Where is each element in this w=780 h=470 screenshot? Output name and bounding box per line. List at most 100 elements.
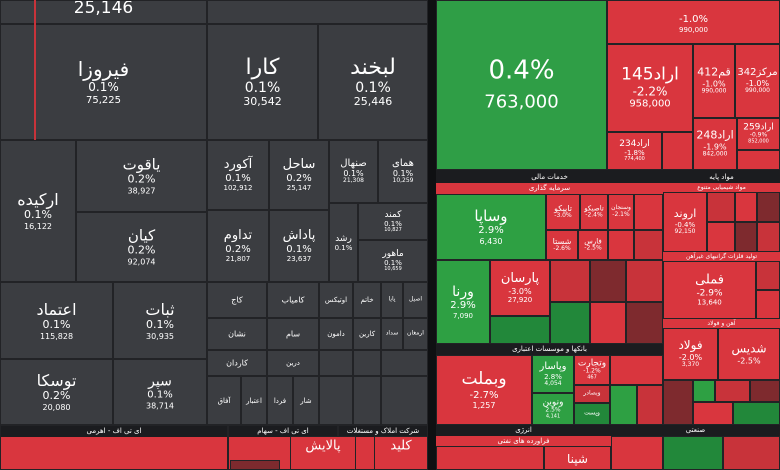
- tile-parsan[interactable]: پارسان -3.0% 27,920: [490, 260, 550, 316]
- tile-small-23[interactable]: [750, 380, 780, 402]
- tile-big-green[interactable]: 0.4% 763,000: [436, 0, 607, 170]
- sector-banks[interactable]: بانکها و موسسات اعتباری: [436, 344, 663, 355]
- tile-small-12[interactable]: [637, 385, 663, 425]
- tile-kamand[interactable]: کمند 0.1% 10,827: [358, 203, 428, 240]
- tile-shadis[interactable]: شدیس -2.5%: [718, 328, 780, 380]
- tile-kaj[interactable]: کاج: [207, 282, 267, 318]
- tile-vejarat[interactable]: وتجارت -1.2% 467: [574, 355, 610, 385]
- tile-kara[interactable]: کارا 0.1% 30,542: [207, 24, 318, 140]
- tile-neshan[interactable]: نشان: [207, 318, 267, 350]
- tile-small-17[interactable]: [735, 222, 757, 252]
- tile-ind-1[interactable]: [611, 436, 663, 470]
- tile-small-b[interactable]: [353, 350, 381, 376]
- tile-small-g3[interactable]: [610, 385, 637, 425]
- tile-senhal[interactable]: صنهال 0.1% 21,308: [329, 140, 378, 203]
- tile-kalid[interactable]: کلید: [374, 436, 428, 470]
- tile-tadavom[interactable]: تداوم 0.2% 21,807: [207, 210, 269, 282]
- tile-small-5[interactable]: [634, 230, 663, 260]
- sector-energy[interactable]: انرژی: [436, 425, 611, 436]
- tile-shapna[interactable]: شپنا: [544, 446, 611, 470]
- sector-chemicals[interactable]: مواد شیمیایی متنوع: [663, 183, 780, 192]
- tile-small-g6[interactable]: [733, 402, 780, 425]
- tile-armaghan[interactable]: ارمغان: [403, 318, 428, 350]
- tile-small-9[interactable]: [590, 302, 626, 344]
- tile-shasta[interactable]: شستا -2.6%: [546, 230, 578, 260]
- tile-arvand[interactable]: اروند -0.4% 92,150: [663, 192, 707, 252]
- tile-small-g1[interactable]: [490, 316, 550, 344]
- tile-top-mid[interactable]: [207, 0, 428, 24]
- sector-etf-leveraged[interactable]: ای تی اف - اهرمی: [0, 425, 228, 470]
- sector-petro[interactable]: فراورده های نفتی: [436, 436, 611, 446]
- tile-etf-dark[interactable]: [230, 460, 280, 470]
- tile-yaqut[interactable]: یاقوت 0.2% 38,927: [76, 140, 207, 212]
- tile-small-16[interactable]: [707, 222, 735, 252]
- tile-khatam[interactable]: خاتم: [353, 282, 381, 318]
- tile-small-13[interactable]: [707, 192, 735, 222]
- tile-vanovin[interactable]: ونوین 2.5% 4,141: [532, 393, 574, 425]
- tile-small-red-1[interactable]: [662, 132, 693, 170]
- tile-damoon[interactable]: دامون: [319, 318, 353, 350]
- tile-fars[interactable]: فارس -2.5%: [578, 230, 608, 260]
- tile-toska[interactable]: توسکا 0.2% 20,080: [0, 359, 113, 425]
- tile-vasapa[interactable]: وساپا 2.9% 6,430: [436, 194, 546, 260]
- tile-etebar[interactable]: اعتبار: [241, 376, 267, 425]
- tile-vebsader[interactable]: وبصادر: [574, 385, 610, 403]
- tile-kamyab[interactable]: کامیاب: [267, 282, 319, 318]
- tile-hamay[interactable]: همای 0.1% 10,259: [378, 140, 428, 203]
- tile-small-20[interactable]: [756, 290, 780, 319]
- tile-sahel[interactable]: ساحل 0.2% 25,147: [269, 140, 329, 210]
- tile-tapiko[interactable]: تاپیکو -3.0%: [546, 194, 580, 230]
- tile-kardan[interactable]: کاردان: [207, 350, 267, 376]
- tile-small-a[interactable]: [319, 350, 353, 376]
- tile-vepasar[interactable]: وپاسار 2.8% 4,054: [532, 355, 574, 393]
- tile-fameli[interactable]: فملی -2.9% 13,640: [663, 261, 756, 319]
- tile-markaz[interactable]: مرکز342 -1.0% 990,000: [735, 44, 780, 118]
- tile-paya[interactable]: پایا: [381, 282, 403, 318]
- tile-vorna[interactable]: ورنا 2.9% 7,090: [436, 260, 490, 344]
- tile-small-14[interactable]: [735, 192, 757, 222]
- tile-qam412[interactable]: قم412 -1.0% 990,000: [693, 44, 735, 118]
- tile-firooza[interactable]: فیروزا 0.1% 75,225: [0, 24, 207, 140]
- tile-small-15[interactable]: [757, 192, 780, 222]
- sector-basic[interactable]: مواد پایه: [663, 172, 780, 183]
- sector-steel[interactable]: آهن و فولاد: [663, 319, 780, 328]
- tile-pallayesh[interactable]: پالایش: [290, 436, 356, 470]
- tile-small-red-2[interactable]: [737, 150, 780, 170]
- tile-dorin[interactable]: درین: [267, 350, 319, 376]
- tile-foolad[interactable]: فولاد -2.0% 3,370: [663, 328, 718, 380]
- tile-small-g2[interactable]: [550, 302, 590, 344]
- tile-top[interactable]: 25,146: [0, 0, 207, 24]
- tile-farda[interactable]: فردا: [267, 376, 293, 425]
- tile-small-22[interactable]: [715, 380, 750, 402]
- tile-tamikou[interactable]: تاصیکو -2.4%: [580, 194, 608, 230]
- tile-akord[interactable]: آکورد 0.1% 102,912: [207, 140, 269, 210]
- tile-sam[interactable]: سام: [267, 318, 319, 350]
- tile-padash[interactable]: پاداش 0.1% 23,637: [269, 210, 329, 282]
- tile-afagh[interactable]: آفاق: [207, 376, 241, 425]
- tile-otix[interactable]: اوتیکس: [319, 282, 353, 318]
- tile-small-e[interactable]: [353, 376, 381, 425]
- tile-shar[interactable]: شار: [293, 376, 319, 425]
- tile-orkide[interactable]: ارکیده 0.1% 16,122: [0, 140, 76, 282]
- tile-karin[interactable]: کارین: [353, 318, 381, 350]
- tile-arad259[interactable]: اراد259 -0.9% 852,000: [737, 118, 780, 150]
- tile-vasanj[interactable]: وسنجان -2.1%: [608, 194, 634, 230]
- tile-small-d[interactable]: [319, 376, 353, 425]
- tile-arad248[interactable]: اراد248 -1.9% 842,000: [693, 118, 737, 170]
- tile-sabat[interactable]: ثبات 0.1% 30,935: [113, 282, 207, 359]
- tile-small-c[interactable]: [381, 350, 428, 376]
- tile-ind-3[interactable]: [723, 436, 780, 470]
- tile-etemad[interactable]: اعتماد 0.1% 115,828: [0, 282, 113, 359]
- tile-small-18[interactable]: [757, 222, 780, 252]
- tile-sedad[interactable]: سداد: [381, 318, 403, 350]
- tile-small-24[interactable]: [693, 402, 733, 425]
- tile-kian[interactable]: کیان 0.2% 92,074: [76, 212, 207, 282]
- tile-arad145[interactable]: اراد145 -2.2% 958,000: [607, 44, 693, 132]
- tile-maher[interactable]: ماهور 0.1% 10,659: [358, 240, 428, 282]
- tile-energy-big[interactable]: [436, 446, 544, 470]
- sector-industrial[interactable]: صنعتی: [611, 425, 780, 436]
- tile-lebkhand[interactable]: لبخند 0.1% 25,446: [318, 24, 428, 140]
- tile-vebmelat[interactable]: وبملت -2.7% 1,257: [436, 355, 532, 425]
- tile-asil[interactable]: اصیل: [403, 282, 428, 318]
- tile-small-f[interactable]: [381, 376, 428, 425]
